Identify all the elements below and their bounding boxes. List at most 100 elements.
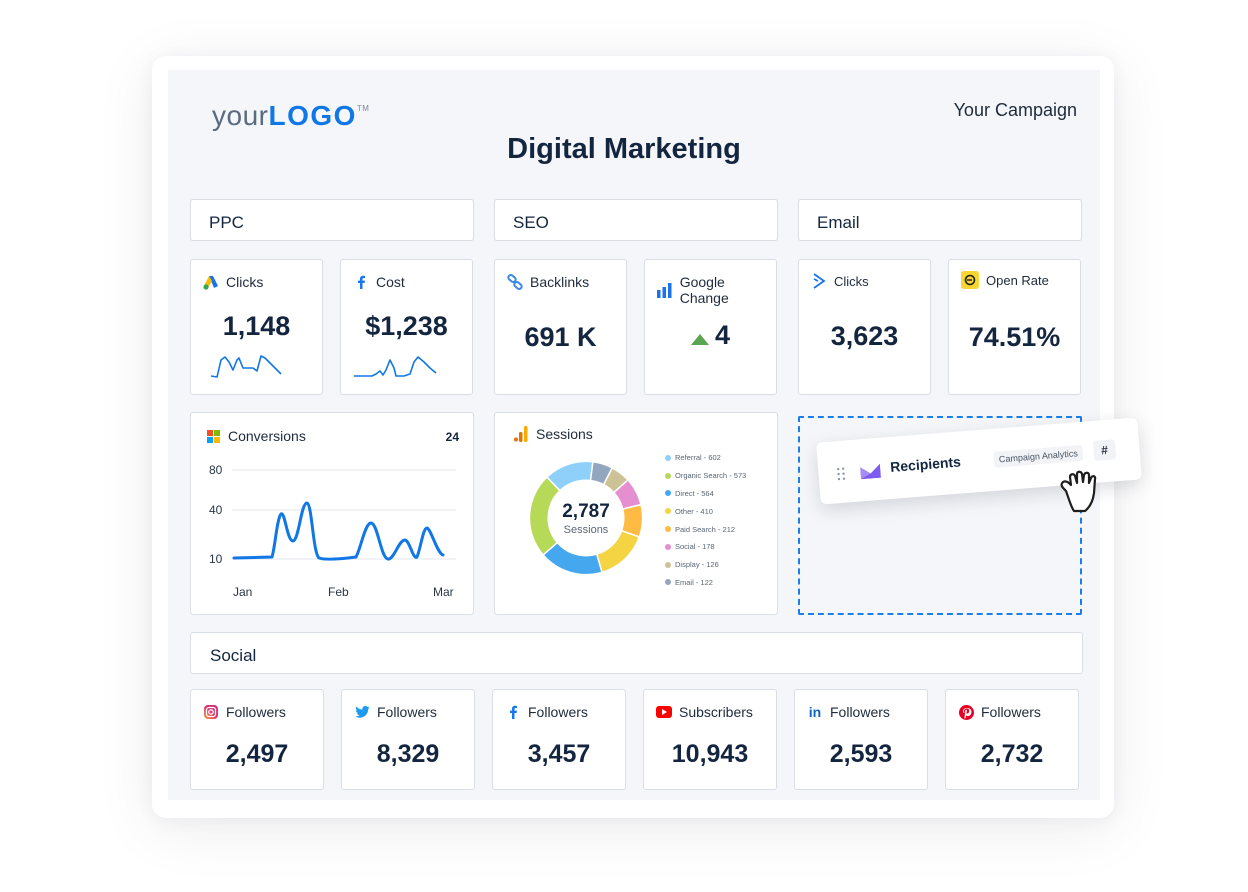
label-text: Google Change [679,274,729,306]
legend-text: Display - 126 [675,560,719,570]
widget-facebook-followers[interactable]: Followers 3,457 [492,689,626,790]
donut-legend: Referral - 602 Organic Search - 573 Dire… [665,449,746,591]
label-text: Followers [528,704,588,720]
dragged-widget-title: Recipients [889,453,962,475]
label-text: Cost [376,274,405,290]
section-seo: SEO [494,199,778,241]
twitter-icon [354,704,370,720]
widget-value-row: 4 [645,320,776,351]
widget-seo-backlinks[interactable]: Backlinks 691 K [494,259,627,395]
widget-label: Cost [353,274,405,290]
widget-youtube-subscribers[interactable]: Subscribers 10,943 [643,689,777,790]
label-text: Conversions [228,428,306,444]
widget-value: 8,329 [376,740,440,768]
widget-value: 10,943 [671,740,749,768]
label-text: Subscribers [679,704,753,720]
legend-dot [665,526,671,533]
widget-label: Subscribers [656,704,753,720]
widget-twitter-followers[interactable]: Followers 8,329 [341,689,475,790]
sparkline-chart [354,356,437,377]
label-text: Clicks [834,273,869,289]
widget-drop-zone[interactable] [798,416,1082,615]
section-ppc: PPC [190,199,474,241]
dragged-widget-recipients[interactable]: Recipients Campaign Analytics # [816,417,1142,505]
widget-label: Conversions [205,428,306,444]
y-tick: 80 [209,463,223,477]
legend-item: Display - 126 [665,556,746,574]
widget-label: Clicks [811,273,869,289]
logo-brand: LOGO [268,100,357,131]
logo-your: your [212,100,269,131]
widget-email-open-rate[interactable]: Open Rate 74.51% [948,259,1081,395]
widget-value: 74.51% [968,322,1061,352]
widget-label: Followers [958,704,1041,720]
trend-up-icon [690,334,709,345]
legend-text: Other - 410 [675,506,713,516]
legend-dot [665,543,671,550]
donut-chart [528,460,644,576]
campaign-name: Your Campaign [953,100,1077,120]
donut-center-label: Sessions [563,524,609,536]
widget-instagram-followers[interactable]: Followers 2,497 [190,689,324,790]
label-text: Followers [830,704,890,720]
linkedin-icon: in [808,704,822,720]
line-chart [232,469,456,561]
legend-item: Paid Search - 212 [665,520,746,538]
instagram-icon [203,704,219,720]
legend-text: Paid Search - 212 [675,524,736,534]
legend-item: Other - 410 [665,502,746,520]
section-social-title: Social [210,646,257,665]
widget-value: $1,238 [365,311,448,341]
widget-email-clicks[interactable]: Clicks 3,623 [798,259,931,395]
widget-pinterest-followers[interactable]: Followers 2,732 [945,689,1079,790]
section-seo-title: SEO [513,213,549,232]
section-social: Social [190,632,1083,674]
hash-button[interactable]: # [1092,439,1117,461]
widget-label: Followers [505,704,588,720]
section-email-title: Email [817,213,860,232]
widget-seo-google-change[interactable]: Google Change 4 [644,259,777,395]
label-text: Open Rate [986,272,1049,288]
widget-ppc-cost[interactable]: Cost $1,238 [340,259,473,395]
google-ads-icon [203,274,219,290]
widget-value: 3,457 [527,740,591,768]
label-text: Clicks [226,274,264,290]
facebook-icon [505,704,521,720]
y-tick: 10 [209,552,223,566]
legend-item: Referral - 602 [665,449,746,467]
legend-item: Organic Search - 573 [665,467,746,485]
legend-dot [665,561,671,568]
widget-value: 691 K [524,322,597,352]
widget-linkedin-followers[interactable]: in Followers 2,593 [794,689,928,790]
widget-label: Open Rate [961,271,1049,289]
section-email: Email [798,199,1082,241]
widget-label: Followers [354,704,437,720]
google-analytics-icon [513,426,529,442]
legend-item: Social - 178 [665,538,746,556]
widget-sessions[interactable]: Sessions 2,787 Sessions Referral - 602 O… [494,412,778,615]
legend-text: Referral - 602 [675,453,721,463]
page-title: Digital Marketing [507,133,741,165]
widget-value: 2,593 [829,740,893,768]
drag-handle-icon[interactable] [836,466,847,481]
sparkline-chart [210,355,282,378]
widget-label: Sessions [513,426,593,442]
activecampaign-icon [811,273,827,289]
widget-ppc-clicks[interactable]: Clicks 1,148 [190,259,323,395]
donut-total: 2,787 [562,501,610,522]
legend-item: Direct - 564 [665,485,746,503]
widget-conversions[interactable]: Conversions 24 80 40 10 Jan Feb Mar [190,412,474,615]
logo: yourLOGOTM [212,100,369,132]
label-text: Followers [377,704,437,720]
widget-value: 1,148 [222,311,291,341]
widget-label: Clicks [203,274,263,290]
campaign-monitor-icon [860,463,882,480]
label-text: Sessions [536,426,593,442]
widget-label: Followers [203,704,286,720]
widget-value: 2,497 [225,740,289,768]
legend-text: Organic Search - 573 [675,471,747,481]
legend-text: Email - 122 [675,577,713,587]
legend-text: Social - 178 [675,542,715,552]
widget-value: 2,732 [980,740,1044,768]
y-tick: 40 [209,503,223,517]
